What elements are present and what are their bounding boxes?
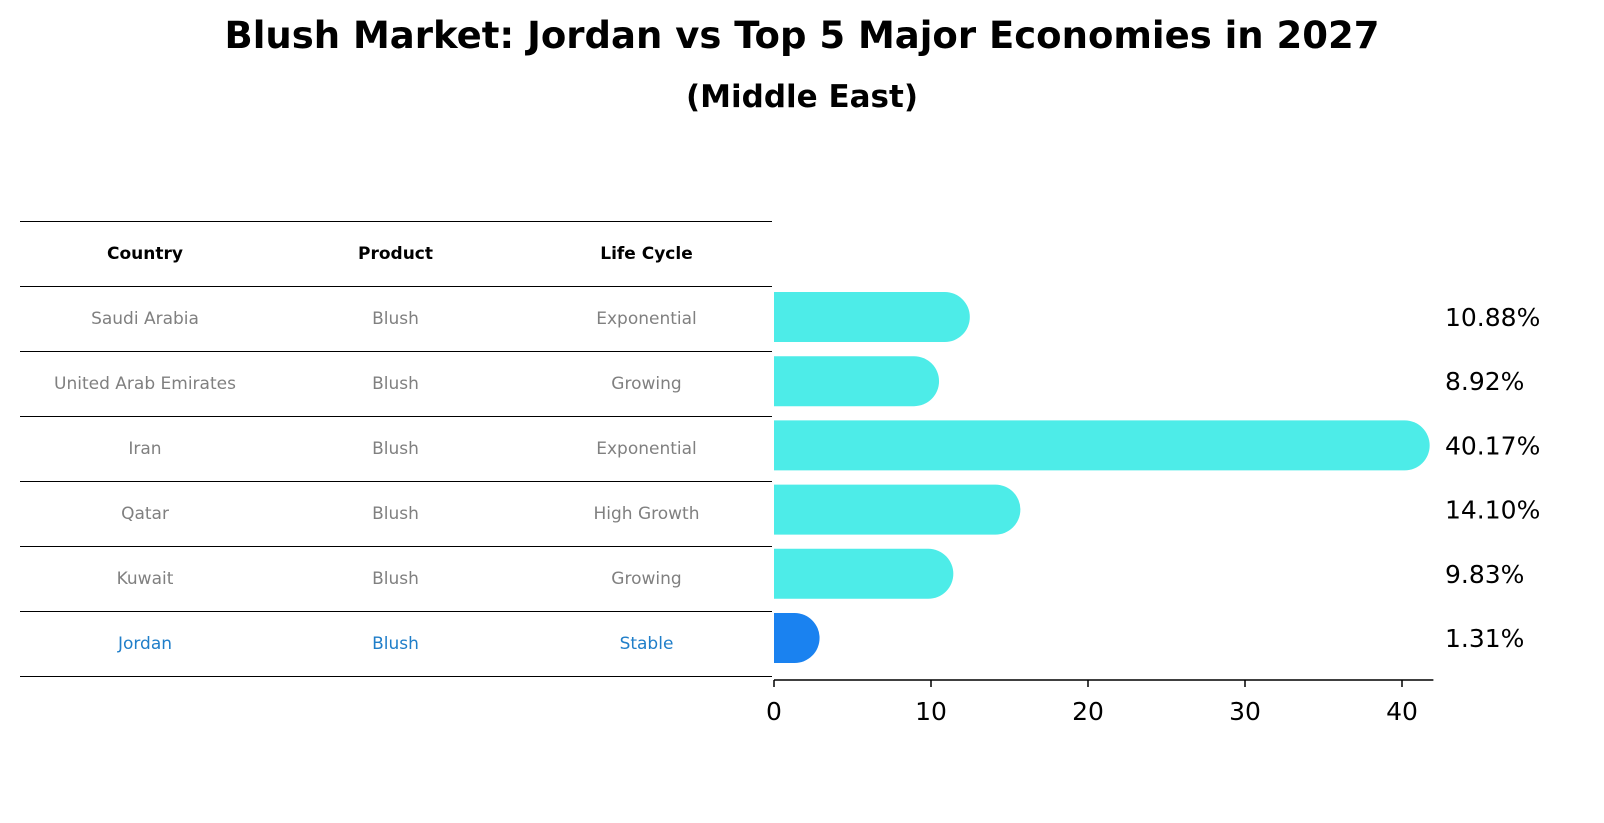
bar-iran	[774, 420, 1430, 471]
bar-saudi-arabia	[774, 292, 970, 342]
header-life-cycle: Life Cycle	[521, 221, 772, 287]
x-tick-label: 10	[915, 697, 947, 726]
cell-product: Blush	[270, 546, 521, 612]
cell-country: Kuwait	[20, 546, 270, 612]
value-label-kuwait: 9.83%	[1445, 560, 1524, 589]
table-row: United Arab Emirates Blush Growing	[20, 351, 772, 417]
x-tick-label: 40	[1386, 697, 1418, 726]
bar-qatar	[774, 484, 1021, 535]
cell-country: Jordan	[20, 611, 270, 677]
cell-country: Qatar	[20, 481, 270, 547]
x-tick-label: 20	[1072, 697, 1104, 726]
value-label-saudi-arabia: 10.88%	[1445, 303, 1540, 332]
x-tick-label: 30	[1229, 697, 1261, 726]
bar-kuwait	[774, 548, 954, 599]
cell-life-cycle: High Growth	[521, 481, 772, 547]
value-label-jordan: 1.31%	[1445, 624, 1524, 653]
cell-life-cycle: Stable	[521, 611, 772, 677]
cell-product: Blush	[270, 416, 521, 482]
cell-life-cycle: Exponential	[521, 416, 772, 482]
chart-title: Blush Market: Jordan vs Top 5 Major Econ…	[224, 14, 1380, 57]
cell-life-cycle: Growing	[521, 546, 772, 612]
cell-product: Blush	[270, 611, 521, 677]
table-row: Qatar Blush High Growth	[20, 481, 772, 547]
bar-jordan	[774, 613, 820, 663]
country-table: Country Product Life Cycle Saudi Arabia …	[20, 221, 772, 677]
data-table: Country Product Life Cycle Saudi Arabia …	[20, 221, 772, 677]
table-row-highlight: Jordan Blush Stable	[20, 611, 772, 677]
x-tick-label: 0	[766, 697, 782, 726]
cell-country: Saudi Arabia	[20, 286, 270, 352]
cell-country: United Arab Emirates	[20, 351, 270, 417]
value-label-united-arab-emirates: 8.92%	[1445, 367, 1524, 396]
cell-product: Blush	[270, 351, 521, 417]
cell-product: Blush	[270, 286, 521, 352]
cell-life-cycle: Growing	[521, 351, 772, 417]
cell-life-cycle: Exponential	[521, 286, 772, 352]
cell-country: Iran	[20, 416, 270, 482]
value-label-iran: 40.17%	[1445, 431, 1540, 460]
bar-chart: 10.88% 8.92% 40.17% 14.10% 9.83% 1.31% 0 10 20 30…	[766, 292, 1540, 726]
chart-subtitle: (Middle East)	[685, 79, 918, 115]
value-label-qatar: 14.10%	[1445, 496, 1540, 525]
bar-united-arab-emirates	[774, 356, 940, 407]
header-country: Country	[20, 221, 270, 287]
table-row: Kuwait Blush Growing	[20, 546, 772, 612]
table-header-row: Country Product Life Cycle	[20, 221, 772, 287]
cell-product: Blush	[270, 481, 521, 547]
table-row: Saudi Arabia Blush Exponential	[20, 286, 772, 352]
header-product: Product	[270, 221, 521, 287]
table-row: Iran Blush Exponential	[20, 416, 772, 482]
